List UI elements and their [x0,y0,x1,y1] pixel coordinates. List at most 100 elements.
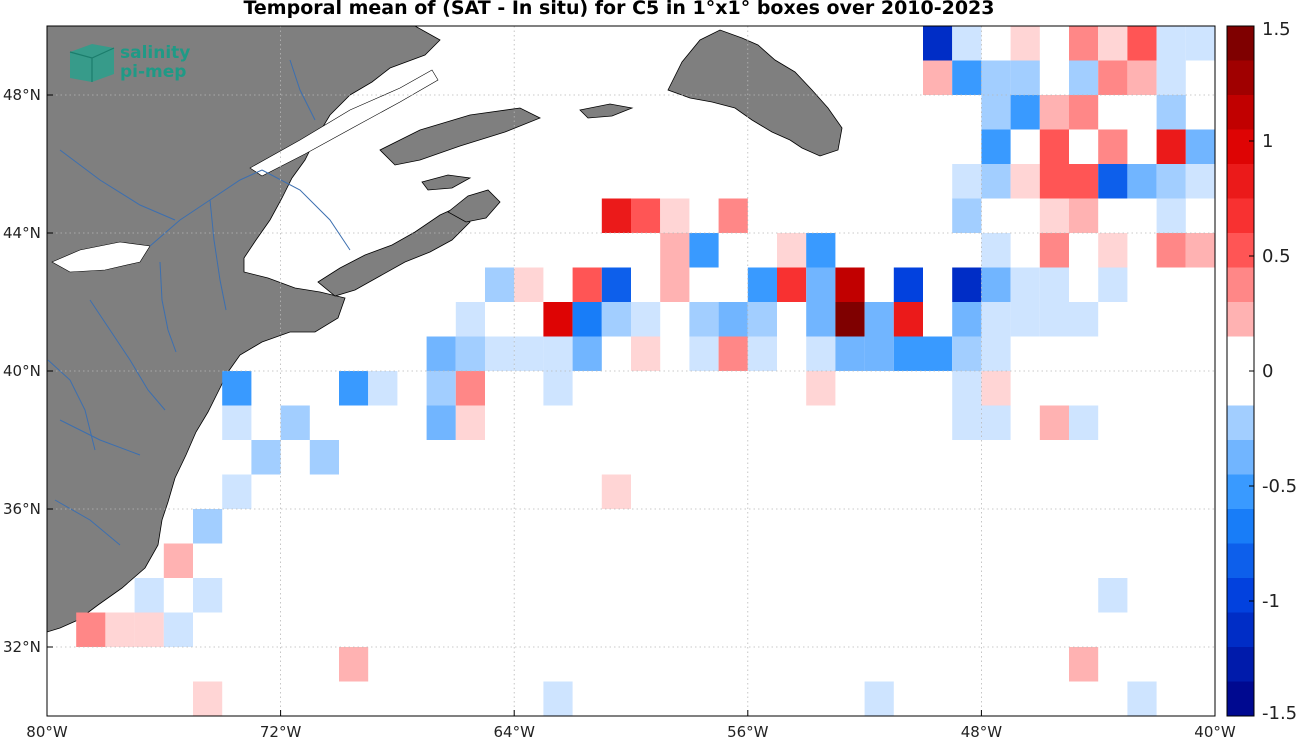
heatmap-cells [76,26,1215,716]
colorbar-tick-label: 0 [1262,361,1273,382]
heatmap-cell [952,26,982,61]
river-roanoke [54,499,121,546]
pei-land [421,174,472,191]
river-susquehanna [89,299,166,411]
heatmap-cell [601,474,631,509]
heatmap-cell [222,371,252,406]
colorbar-segment [1227,612,1254,648]
colorbar-segment [1227,302,1254,337]
heatmap-cell [1098,267,1128,302]
heatmap-cell [1069,60,1099,95]
heatmap-cell [193,578,223,613]
heatmap-cell [485,267,515,302]
heatmap-cell [222,474,252,509]
heatmap-cell [222,405,252,440]
latitude-tick-label: 48°N [3,86,41,104]
heatmap-cell [806,336,836,371]
colorbar-tick-labels: 1.5 1 0.5 0 -0.5 -1 -1.5 [1249,19,1297,724]
colorbar-segment [1227,509,1254,544]
heatmap-cell [1069,26,1099,61]
heatmap-cell [426,371,456,406]
nova-scotia-land [317,204,471,297]
heatmap-cell [1039,233,1069,268]
colorbar [1226,25,1255,717]
longitude-tick-label: 56°W [727,723,769,740]
heatmap-cell [455,405,485,440]
heatmap-cell [1039,129,1069,164]
heatmap-cell [1185,233,1215,268]
heatmap-cell [718,198,748,233]
heatmap-cell [601,198,631,233]
heatmap-cell [631,336,661,371]
heatmap-cell [543,336,573,371]
colorbar-segment [1227,26,1254,61]
heatmap-cell [777,233,807,268]
heatmap-cell [1010,95,1040,130]
river-saguenay [289,59,316,121]
heatmap-cell [1010,302,1040,337]
heatmap-cell [1039,164,1069,199]
colorbar-segment [1227,60,1254,96]
heatmap-cell [1098,26,1128,61]
colorbar-segment [1227,543,1254,579]
heatmap-cell [1069,302,1099,337]
river-ottawa [59,149,176,221]
heatmap-cell [368,371,398,406]
heatmap-cell [601,267,631,302]
heatmap-cell [1185,129,1215,164]
river-connecticut [209,199,227,311]
heatmap-cell [1127,26,1157,61]
latitude-tick-labels: 32°N 36°N 40°N 44°N 48°N [3,86,53,656]
heatmap-cell [1039,95,1069,130]
heatmap-cell [952,60,982,95]
heatmap-cell [689,302,719,337]
logo-line2: pi-mep [120,62,186,82]
graticule [47,26,1215,716]
colorbar-segment [1227,233,1254,268]
heatmap-cell [806,302,836,337]
colorbar-tick-label: 0.5 [1262,246,1291,267]
heatmap-cell [1127,60,1157,95]
heatmap-cell [455,302,485,337]
heatmap-cell [893,336,923,371]
heatmap-cell [864,681,894,716]
colorbar-segment [1227,336,1254,372]
heatmap-cell [193,681,223,716]
longitude-tick-label: 72°W [260,723,302,740]
heatmap-cell [747,302,777,337]
heatmap-cell [1156,198,1186,233]
heatmap-cell [572,267,602,302]
heatmap-cell [952,302,982,337]
heatmap-cell [952,198,982,233]
colorbar-tick-label: -1.5 [1262,703,1297,724]
heatmap-cell [1185,164,1215,199]
heatmap-cell [952,267,982,302]
heatmap-cell [572,302,602,337]
heatmap-cell [689,336,719,371]
heatmap-cell [134,612,164,647]
heatmap-cell [1069,647,1099,682]
river-hudson [159,261,177,353]
latitude-tick-label: 44°N [3,224,41,242]
colorbar-tick-label: -0.5 [1262,476,1297,497]
heatmap-cell [981,371,1011,406]
colorbar-segment [1227,371,1254,406]
colorbar-segment [1227,647,1254,682]
longitude-tick-label: 40°W [1194,723,1236,740]
colorbar-tick-label: 1.5 [1262,19,1291,40]
colorbar-segment [1227,681,1254,717]
heatmap-cell [981,405,1011,440]
river-potomac [59,419,141,456]
heatmap-cell [1156,60,1186,95]
heatmap-cell [952,371,982,406]
heatmap-cell [543,302,573,337]
heatmap-cell [1010,60,1040,95]
colorbar-segment [1227,95,1254,130]
heatmap-cell [1098,164,1128,199]
gaspe-land [379,107,541,166]
heatmap-cell [1098,129,1128,164]
heatmap-cell [981,267,1011,302]
heatmap-cell [660,233,690,268]
heatmap-cell [1039,302,1069,337]
heatmap-cell [426,336,456,371]
